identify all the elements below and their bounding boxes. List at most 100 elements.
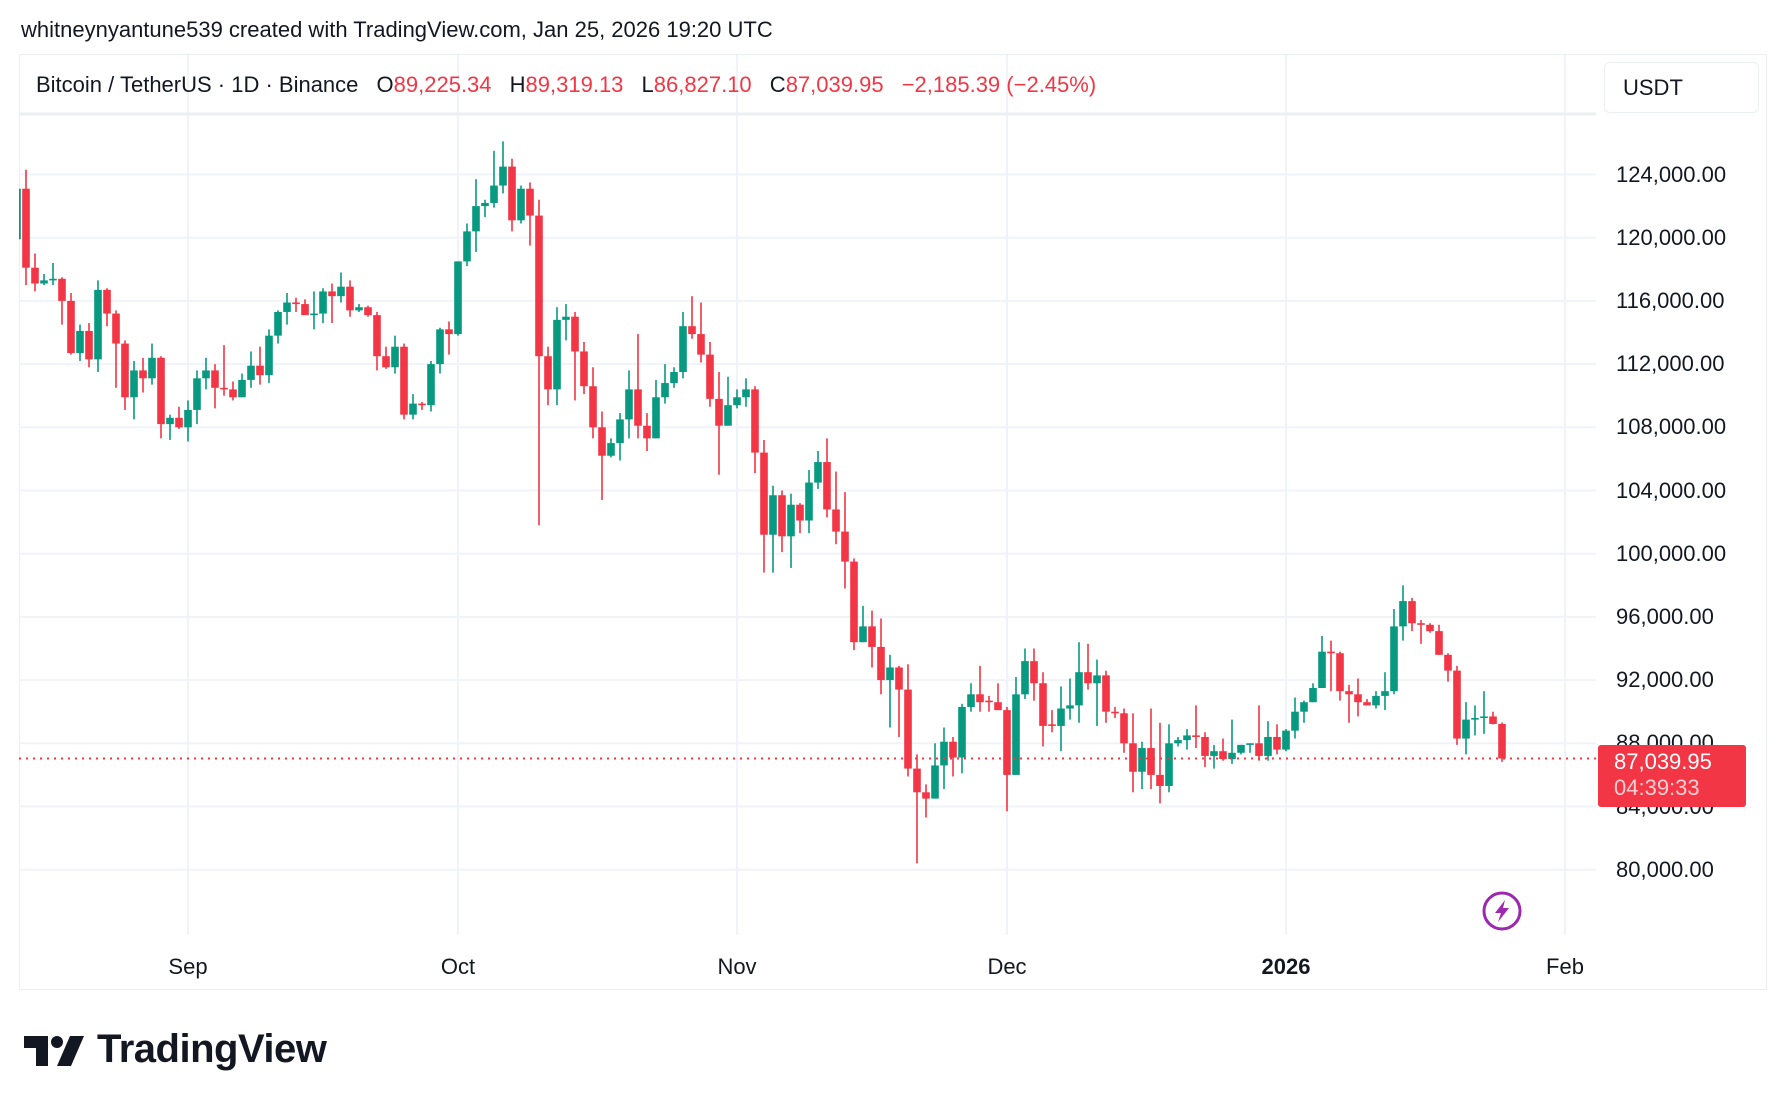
candle-body xyxy=(1228,752,1236,760)
candle xyxy=(796,503,804,534)
candle xyxy=(1273,724,1281,755)
candle-body xyxy=(463,231,471,262)
candle-body xyxy=(1120,713,1128,744)
candle-body xyxy=(958,706,966,758)
candle xyxy=(760,439,768,573)
candle xyxy=(814,451,822,489)
candle-body xyxy=(742,389,750,398)
price-tick-label: 96,000.00 xyxy=(1616,603,1714,629)
candle xyxy=(535,199,543,526)
candle-body xyxy=(175,417,183,428)
candle-body xyxy=(157,357,165,425)
candle xyxy=(1327,640,1335,692)
candle-body xyxy=(148,357,156,379)
tradingview-logo-icon xyxy=(24,1036,84,1066)
open-value: 89,225.34 xyxy=(393,72,492,97)
candle xyxy=(148,343,156,385)
candle-body xyxy=(940,741,948,766)
symbol-name[interactable]: Bitcoin / TetherUS · 1D · Binance xyxy=(36,72,359,97)
candle xyxy=(175,406,183,429)
candle-body xyxy=(490,185,498,203)
candle xyxy=(589,367,597,439)
bar-countdown: 04:39:33 xyxy=(1614,775,1700,800)
price-tick-label: 104,000.00 xyxy=(1616,477,1727,503)
candle xyxy=(841,492,849,589)
candle xyxy=(58,277,66,325)
candle xyxy=(85,323,93,368)
candle xyxy=(1093,659,1101,726)
candle xyxy=(1030,648,1038,701)
candle-body xyxy=(508,166,516,221)
candle-body xyxy=(1210,751,1218,756)
candle xyxy=(220,345,228,396)
candle xyxy=(1372,691,1380,709)
candle xyxy=(319,288,327,324)
candle xyxy=(670,367,678,388)
candle-body xyxy=(544,356,552,390)
candle-body xyxy=(895,667,903,690)
candle xyxy=(1471,705,1479,736)
candle xyxy=(904,664,912,777)
candle-body xyxy=(1426,624,1434,632)
candle-body xyxy=(517,188,525,221)
candle xyxy=(715,372,723,475)
candle xyxy=(994,683,1002,711)
candle xyxy=(1147,708,1155,790)
candle-body xyxy=(1255,743,1263,756)
candle xyxy=(1480,691,1488,734)
candle-body xyxy=(1192,735,1200,737)
candle-body xyxy=(598,427,606,456)
candle xyxy=(1336,651,1344,701)
candle-body xyxy=(382,356,390,368)
candle-body xyxy=(301,304,309,316)
candle-body xyxy=(229,389,237,398)
candle xyxy=(31,253,39,292)
candle xyxy=(1435,624,1443,655)
low-value: 86,827.10 xyxy=(653,72,752,97)
candle-body xyxy=(805,482,813,521)
candle-body xyxy=(319,291,327,314)
candle-body xyxy=(814,462,822,483)
candle xyxy=(1498,722,1506,762)
candle-body xyxy=(616,419,624,444)
price-tick-label: 80,000.00 xyxy=(1616,856,1714,882)
candle-body xyxy=(850,561,858,643)
lightning-bolt-icon[interactable] xyxy=(1481,890,1523,932)
candle-body xyxy=(364,307,372,316)
candle-body xyxy=(1093,675,1101,684)
time-tick-label: Oct xyxy=(440,954,476,979)
candle-body xyxy=(913,768,921,793)
candle xyxy=(472,179,480,252)
candle xyxy=(1453,665,1461,745)
candle-body xyxy=(1399,601,1407,627)
candle xyxy=(400,343,408,420)
candle xyxy=(652,379,660,439)
candle-body xyxy=(706,354,714,399)
candle-body xyxy=(1381,691,1389,696)
candle-body xyxy=(1039,683,1047,726)
candle xyxy=(1129,713,1137,793)
currency-button[interactable]: USDT xyxy=(1604,62,1759,113)
candle xyxy=(1219,738,1227,761)
time-tick-label: Sep xyxy=(168,954,208,979)
candle xyxy=(490,150,498,208)
candle-body xyxy=(67,300,75,354)
candle-body xyxy=(1453,670,1461,739)
candle-body xyxy=(526,188,534,216)
candle xyxy=(1282,729,1290,752)
candle xyxy=(679,311,687,379)
candle-body xyxy=(841,531,849,562)
candle-body xyxy=(1291,711,1299,731)
candle-body xyxy=(994,702,1002,711)
candle xyxy=(130,360,138,420)
candle xyxy=(886,654,894,728)
candle xyxy=(697,302,705,363)
candle-body xyxy=(589,386,597,428)
candle-body xyxy=(400,346,408,415)
candle-body xyxy=(184,409,192,428)
candle-body xyxy=(481,202,489,207)
candle-body xyxy=(985,700,993,703)
candle xyxy=(1246,743,1254,753)
candle xyxy=(832,471,840,545)
